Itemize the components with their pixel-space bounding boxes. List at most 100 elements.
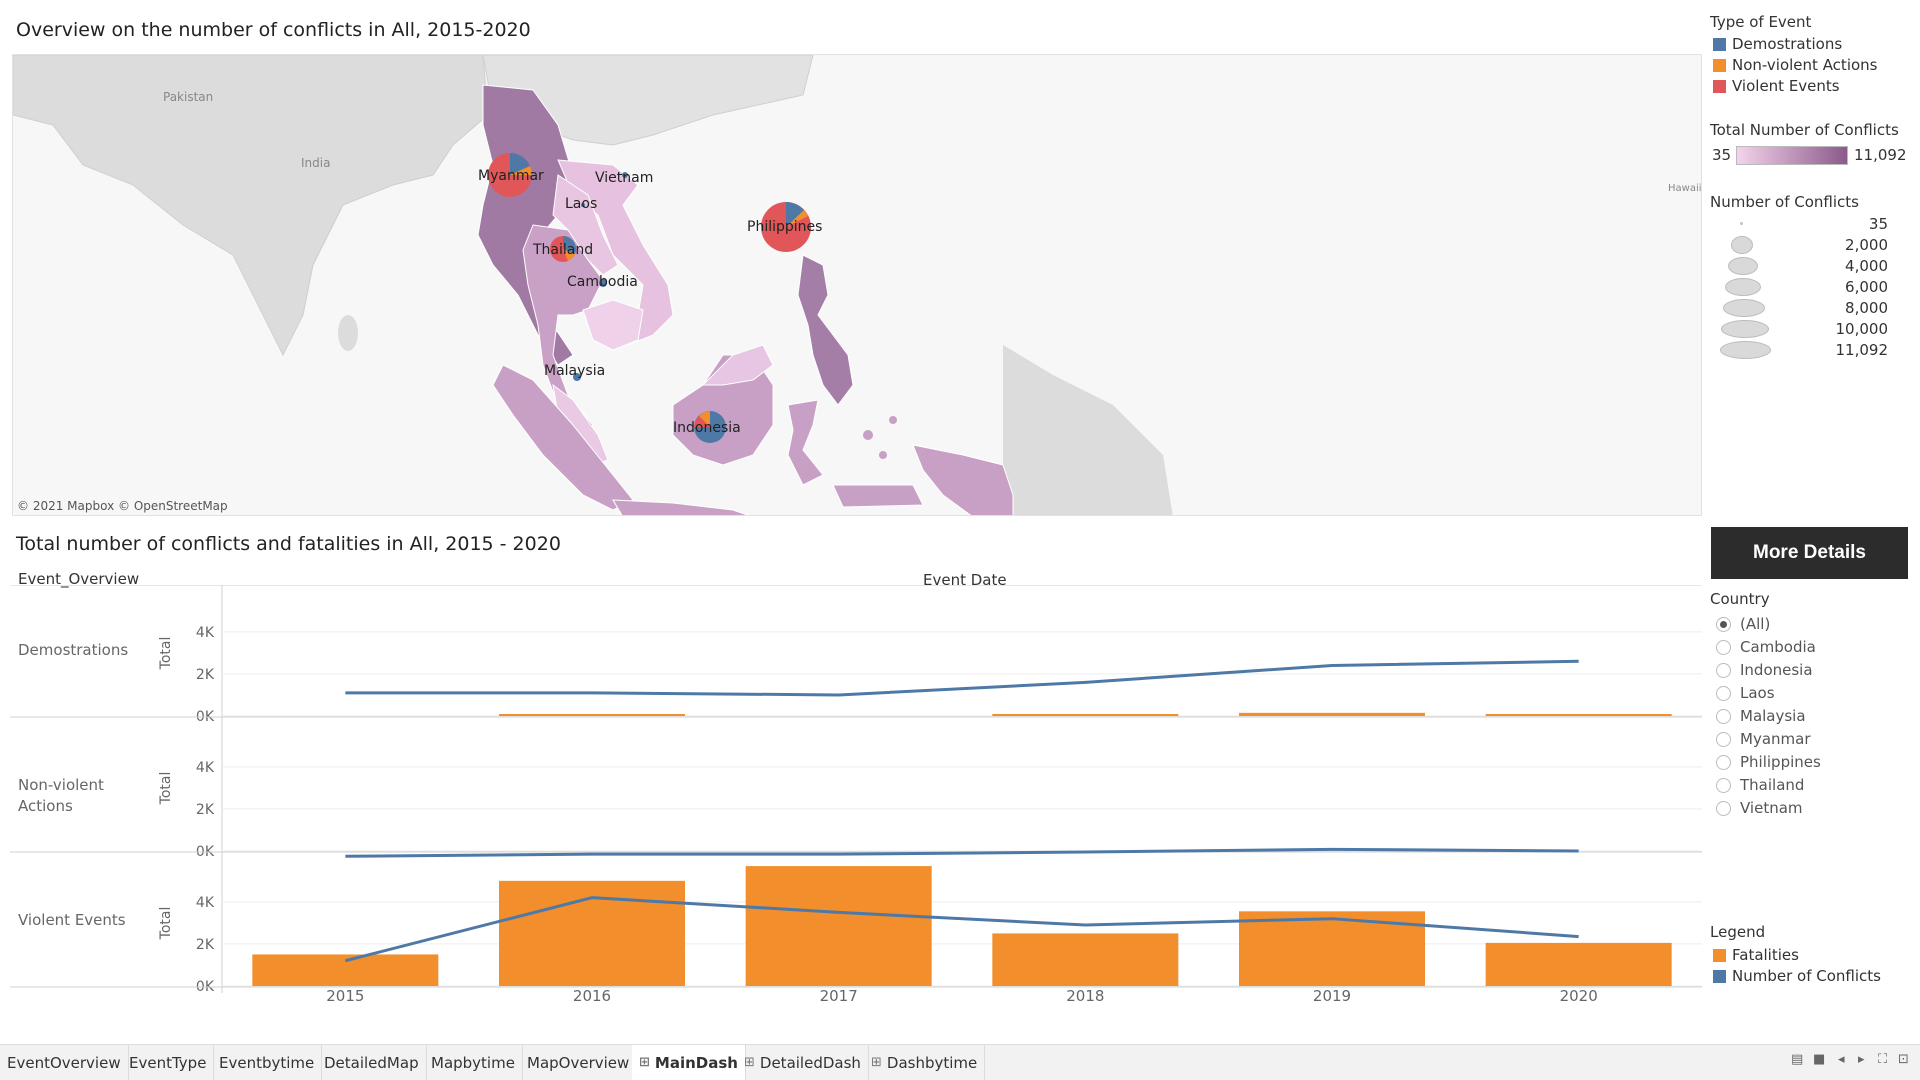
legend-label: Fatalities: [1732, 946, 1799, 964]
tab-label: Dashbytime: [886, 1053, 978, 1072]
vietnam-region[interactable]: [557, 159, 674, 346]
map-attribution: © 2021 Mapbox © OpenStreetMap: [17, 499, 228, 513]
x-tick-label: 2020: [1560, 987, 1598, 1005]
option-label: Cambodia: [1740, 638, 1816, 656]
fatalities-bar: [992, 933, 1179, 986]
radio-button[interactable]: [1716, 639, 1731, 655]
dashboard-icon: ⊞: [871, 1055, 882, 1070]
tab-detaileddash[interactable]: ⊞ DetailedDash: [737, 1045, 869, 1080]
pie-philippines[interactable]: [761, 202, 811, 252]
y-tick-label: 2K: [196, 802, 215, 818]
label-malaysia: Malaysia: [544, 363, 605, 379]
radio-button[interactable]: [1716, 662, 1731, 678]
fatalities-bar: [1485, 942, 1672, 986]
fatalities-bar: [745, 866, 932, 986]
option-label: Vietnam: [1740, 799, 1803, 817]
legend-item-fatalities[interactable]: Fatalities: [1713, 946, 1799, 964]
total-legend-max: 11,092: [1854, 146, 1907, 164]
next-sheet-icon[interactable]: ▸: [1858, 1052, 1865, 1067]
row-label: Non-violent: [18, 776, 104, 794]
sumatra-region[interactable]: [492, 364, 634, 511]
pie-vietnam[interactable]: [622, 172, 628, 178]
pie-thailand[interactable]: [550, 236, 576, 262]
radio-button[interactable]: [1716, 731, 1731, 747]
conflict-map[interactable]: Pakistan India Hawaii Myanmar Vietnam La…: [12, 54, 1702, 516]
thailand-region[interactable]: [522, 224, 604, 436]
chart-title: Total number of conflicts and fatalities…: [16, 533, 561, 555]
dashboard-icon: ⊞: [639, 1055, 650, 1070]
map-canvas[interactable]: Pakistan India Hawaii Myanmar Vietnam La…: [13, 55, 1702, 516]
conflicts-line: [345, 659, 1579, 697]
label-myanmar: Myanmar: [478, 168, 544, 184]
type-legend-title: Type of Event: [1710, 13, 1812, 31]
size-legend-row: 2,000: [1710, 235, 1910, 255]
tab-dashbytime[interactable]: ⊞ Dashbytime: [864, 1045, 986, 1080]
pie-myanmar[interactable]: [488, 153, 532, 197]
tab-mapoverview[interactable]: MapOverview: [520, 1045, 638, 1080]
option-label: Philippines: [1740, 753, 1821, 771]
tab-mapbytime[interactable]: Mapbytime: [424, 1045, 523, 1080]
country-option-vietnam[interactable]: Vietnam: [1716, 799, 1803, 817]
pie-malaysia[interactable]: [573, 373, 581, 381]
tab-detailedmap[interactable]: DetailedMap: [317, 1045, 427, 1080]
country-option-cambodia[interactable]: Cambodia: [1716, 638, 1816, 656]
country-option-laos[interactable]: Laos: [1716, 684, 1775, 702]
y-axis-title: Total: [158, 772, 174, 806]
tab-label: Mapbytime: [431, 1053, 515, 1072]
country-option-thailand[interactable]: Thailand: [1716, 776, 1804, 794]
legend-item-demostrations[interactable]: Demostrations: [1713, 35, 1842, 53]
tab-eventoverview[interactable]: EventOverview: [0, 1045, 129, 1080]
size-legend-row: 6,000: [1710, 277, 1910, 297]
country-option-all[interactable]: (All): [1716, 615, 1770, 633]
pie-cambodia[interactable]: [599, 279, 607, 287]
country-option-malaysia[interactable]: Malaysia: [1716, 707, 1806, 725]
radio-button[interactable]: [1716, 685, 1731, 701]
tab-maindash[interactable]: ⊞ MainDash: [632, 1045, 746, 1080]
y-tick-label: 2K: [196, 667, 215, 683]
tab-eventbytime[interactable]: Eventbytime: [212, 1045, 323, 1080]
fullscreen-icon[interactable]: ⛶: [1878, 1052, 1888, 1067]
y-axis-title: Total: [158, 907, 174, 941]
legend-item-violent[interactable]: Violent Events: [1713, 77, 1840, 95]
radio-button[interactable]: [1716, 616, 1731, 632]
bottom-legend-title: Legend: [1710, 923, 1766, 941]
radio-button[interactable]: [1716, 708, 1731, 724]
size-legend-row: 35: [1710, 214, 1910, 234]
color-gradient-bar: [1736, 146, 1848, 165]
option-label: Laos: [1740, 684, 1775, 702]
row-label: Violent Events: [18, 911, 126, 929]
fatalities-bar: [499, 714, 685, 716]
laos-region[interactable]: [552, 174, 619, 276]
cambodia-region[interactable]: [582, 299, 644, 351]
radio-button[interactable]: [1716, 754, 1731, 770]
row-header: Event_Overview: [18, 570, 140, 588]
legend-item-conflicts[interactable]: Number of Conflicts: [1713, 967, 1881, 985]
swatch-conflicts: [1713, 969, 1726, 983]
presentation-icon[interactable]: ⊡: [1898, 1052, 1909, 1067]
dashboard-icon: ⊞: [744, 1055, 755, 1070]
option-label: Indonesia: [1740, 661, 1813, 679]
show-tabs-icon[interactable]: ▤: [1791, 1052, 1804, 1067]
swatch-non-violent: [1713, 58, 1726, 72]
radio-button[interactable]: [1716, 800, 1731, 816]
country-option-indonesia[interactable]: Indonesia: [1716, 661, 1813, 679]
filmstrip-icon[interactable]: ■: [1813, 1052, 1826, 1067]
pie-laos[interactable]: [581, 203, 585, 207]
label-pakistan: Pakistan: [163, 90, 213, 104]
legend-item-non-violent[interactable]: Non-violent Actions: [1713, 56, 1877, 74]
tab-label: EventType: [129, 1053, 207, 1072]
more-details-button[interactable]: More Details: [1711, 527, 1908, 579]
y-axis-title: Total: [158, 637, 174, 671]
country-option-philippines[interactable]: Philippines: [1716, 753, 1821, 771]
label-indonesia: Indonesia: [673, 420, 741, 436]
radio-button[interactable]: [1716, 777, 1731, 793]
pie-indonesia[interactable]: [694, 411, 726, 443]
option-label: Thailand: [1740, 776, 1805, 794]
tab-eventtype[interactable]: EventType: [122, 1045, 215, 1080]
label-thailand: Thailand: [532, 242, 593, 258]
tab-label: DetailedDash: [759, 1053, 861, 1072]
country-option-myanmar[interactable]: Myanmar: [1716, 730, 1811, 748]
philippines-region[interactable]: [797, 254, 854, 406]
previous-sheet-icon[interactable]: ◂: [1838, 1052, 1845, 1067]
